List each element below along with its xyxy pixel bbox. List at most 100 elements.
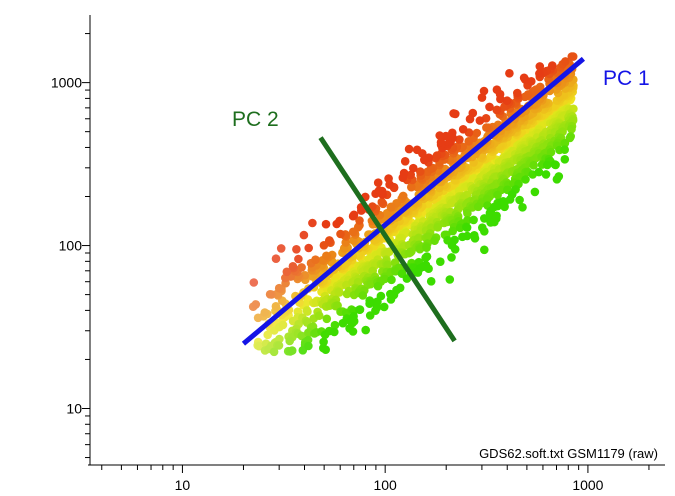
data-point — [304, 243, 314, 253]
data-point — [534, 167, 544, 177]
data-point — [523, 90, 533, 99]
data-point — [448, 226, 458, 236]
data-point — [348, 327, 358, 336]
data-point — [391, 267, 400, 276]
y-tick-label: 100 — [59, 238, 83, 254]
data-point — [560, 145, 569, 154]
data-point — [406, 170, 416, 180]
data-point — [355, 216, 364, 225]
data-point — [493, 190, 502, 200]
data-point — [416, 167, 425, 176]
data-point — [483, 195, 492, 204]
data-point — [482, 123, 491, 132]
points-layer — [248, 52, 578, 357]
data-point — [271, 302, 281, 311]
data-point — [358, 291, 368, 300]
data-point — [399, 168, 409, 178]
data-point — [551, 160, 560, 170]
data-point — [567, 52, 577, 61]
data-point — [397, 233, 406, 243]
data-point — [249, 278, 259, 287]
data-point — [473, 202, 483, 212]
data-point — [330, 327, 339, 337]
data-point — [430, 236, 439, 245]
data-point — [303, 307, 312, 316]
data-point — [480, 227, 489, 236]
data-point — [436, 138, 446, 147]
pc2-label: PC 2 — [232, 108, 279, 131]
data-point — [426, 277, 436, 286]
data-point — [415, 244, 425, 254]
principal-component-lines: PC 1 PC 2 — [232, 56, 650, 346]
data-point — [485, 102, 494, 112]
data-point — [335, 288, 344, 297]
data-point — [355, 305, 365, 314]
data-point — [463, 209, 472, 218]
data-point — [470, 234, 480, 243]
data-point — [299, 230, 309, 240]
data-point — [502, 96, 512, 105]
data-point — [462, 223, 472, 232]
data-point — [560, 138, 570, 148]
data-point — [464, 137, 474, 146]
data-point — [535, 69, 544, 78]
y-tick-label: 1000 — [51, 75, 82, 91]
data-point — [462, 231, 472, 241]
data-point — [515, 195, 524, 205]
data-point — [282, 267, 292, 277]
data-point — [455, 135, 464, 144]
data-point — [413, 268, 423, 277]
data-point — [468, 108, 478, 118]
data-point — [521, 175, 530, 184]
data-point — [480, 245, 489, 255]
data-point — [546, 147, 556, 157]
data-point — [254, 341, 264, 351]
pc2-line — [318, 136, 457, 343]
data-point — [292, 245, 301, 254]
data-point — [361, 325, 371, 335]
data-point — [373, 281, 383, 291]
data-point — [469, 215, 478, 225]
x-tick-label: 100 — [373, 477, 397, 493]
data-point — [432, 151, 442, 160]
data-point — [518, 203, 527, 212]
data-point — [548, 61, 557, 70]
data-point — [529, 161, 538, 170]
ticks: 10 100 1000 10 100 1000 — [51, 33, 650, 493]
data-point — [285, 336, 295, 346]
data-point — [308, 218, 317, 228]
data-point — [342, 289, 352, 299]
data-point — [253, 313, 263, 323]
data-point — [405, 248, 415, 257]
data-point — [322, 251, 331, 261]
data-point — [322, 314, 332, 324]
data-point — [274, 341, 284, 350]
data-point — [373, 178, 383, 187]
data-point — [404, 144, 414, 154]
data-point — [374, 186, 384, 195]
data-point — [436, 257, 445, 267]
data-point — [278, 320, 288, 330]
data-point — [479, 86, 489, 96]
data-point — [319, 241, 329, 250]
data-point — [492, 85, 502, 94]
data-point — [304, 341, 313, 351]
data-point — [400, 157, 410, 166]
data-point — [314, 311, 324, 321]
source-annotation: GDS62.soft.txt GSM1179 (raw) — [479, 446, 658, 461]
data-point — [472, 128, 482, 138]
data-point — [349, 210, 359, 220]
data-point — [513, 88, 522, 98]
data-point — [409, 163, 418, 173]
data-point — [335, 216, 344, 226]
data-point — [424, 264, 433, 274]
data-point — [505, 69, 514, 78]
data-point — [379, 302, 389, 312]
data-point — [435, 131, 445, 140]
data-point — [297, 331, 307, 341]
data-point — [274, 283, 284, 293]
data-point — [398, 191, 408, 201]
data-point — [441, 131, 451, 141]
data-point — [288, 262, 298, 271]
